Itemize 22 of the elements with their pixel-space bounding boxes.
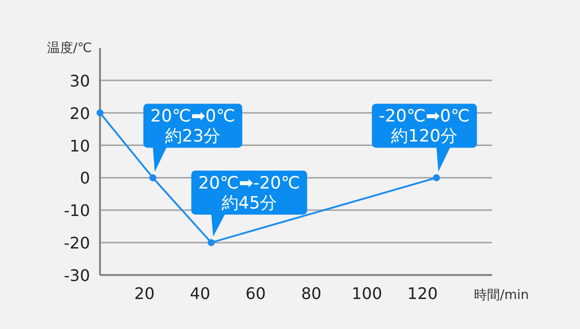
x-axis-title: 時間/min (474, 288, 529, 303)
y-tick-label: -30 (64, 266, 90, 285)
x-tick-label: 60 (246, 284, 266, 303)
y-tick-label: 10 (70, 136, 90, 156)
x-tick-label: 20 (134, 284, 155, 303)
point (149, 174, 156, 182)
x-tick-label: 120 (407, 284, 438, 303)
point (96, 109, 104, 116)
annotation: 20℃➡0℃ 約23分 (150, 106, 236, 147)
y-axis-title: 温度/℃ (47, 40, 92, 56)
point (432, 174, 440, 182)
x-tick-label: 100 (352, 284, 382, 303)
y-tick-label: 20 (70, 104, 90, 123)
y-tick-label: 0 (80, 168, 90, 188)
y-tick-label: -10 (64, 201, 90, 220)
x-tick-label: 40 (190, 284, 210, 303)
annotation: 20℃➡-20℃ 約45分 (198, 174, 300, 214)
y-tick-label: 30 (70, 71, 90, 90)
x-tick-label: 80 (301, 284, 322, 303)
annotation: -20℃➡0℃ 約120分 (378, 106, 470, 147)
point (208, 239, 215, 246)
y-tick-label: -20 (64, 234, 90, 253)
